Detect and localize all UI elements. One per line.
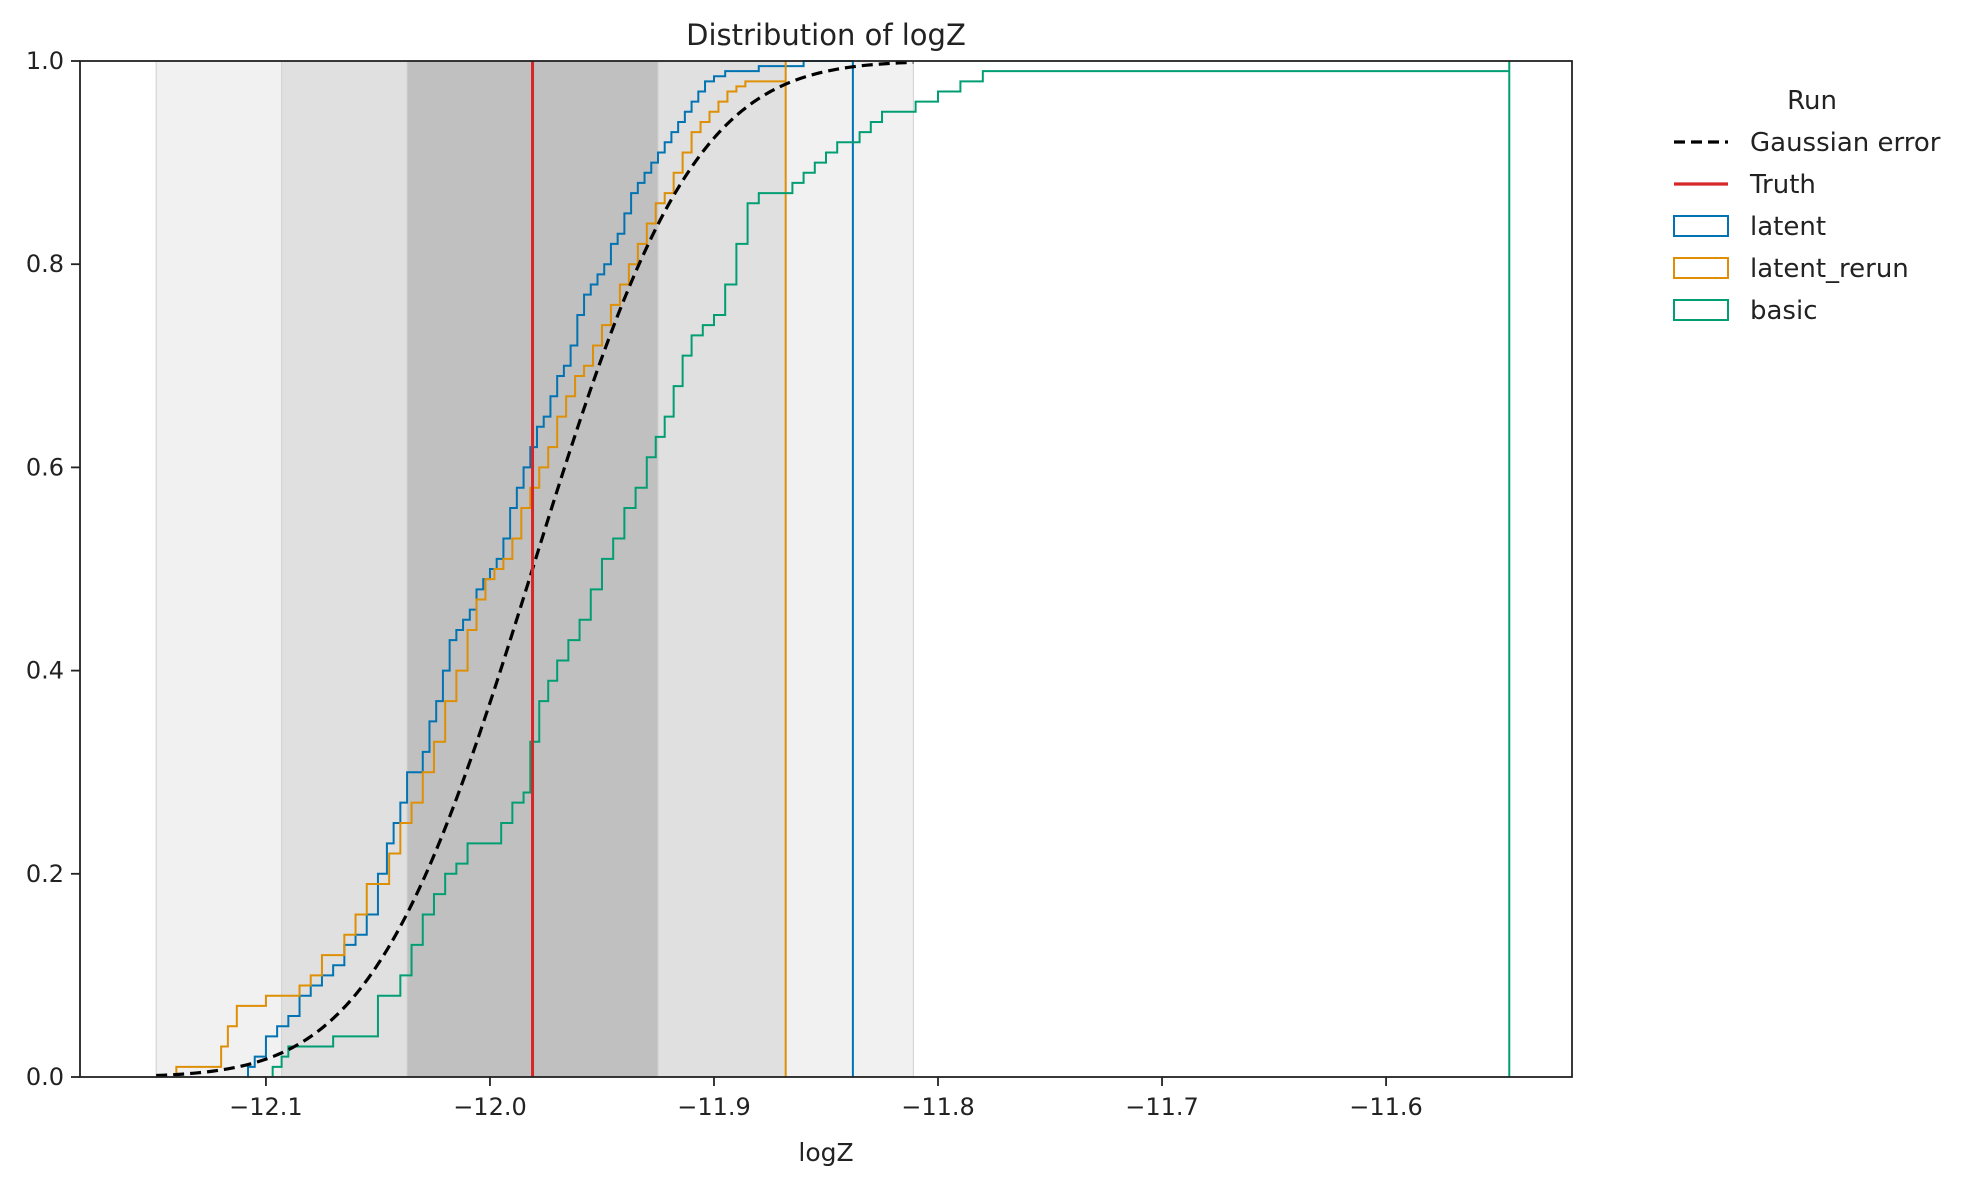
plot-frame xyxy=(79,60,1573,1078)
legend-label-basic: basic xyxy=(1750,296,1818,326)
y-axis: 0.0 0.2 0.4 0.6 0.8 1.0 xyxy=(26,47,80,1091)
x-tick-label: −11.7 xyxy=(1125,1093,1199,1121)
chart-title: Distribution of logZ xyxy=(686,18,966,52)
gaussian-error-curve xyxy=(156,60,914,1078)
y-tick-label: 0.2 xyxy=(26,860,64,888)
y-tick-label: 1.0 xyxy=(26,47,64,75)
y-tick-label: 0.4 xyxy=(26,657,64,685)
legend-label-latent: latent xyxy=(1750,212,1826,242)
x-axis: −12.1 −12.0 −11.9 −11.8 −11.7 −11.6 xyxy=(229,1077,1423,1121)
series-latent-rerun xyxy=(175,61,787,1077)
ecdf-series xyxy=(175,60,1511,1077)
legend-swatch-latent xyxy=(1673,215,1729,237)
x-axis-label: logZ xyxy=(798,1138,853,1167)
legend: Run Gaussian error Truth latent latent_rerun… xyxy=(1673,86,1941,326)
x-tick-label: −11.8 xyxy=(901,1093,975,1121)
x-tick-label: −11.6 xyxy=(1349,1093,1423,1121)
legend-label-gaussian-error: Gaussian error xyxy=(1750,128,1941,158)
y-tick-label: 0.6 xyxy=(26,453,64,481)
series-latent xyxy=(247,60,854,1077)
legend-swatch-basic xyxy=(1673,299,1729,321)
legend-swatch-latent-rerun xyxy=(1673,257,1729,279)
x-tick-label: −12.1 xyxy=(229,1093,303,1121)
x-tick-label: −11.9 xyxy=(677,1093,751,1121)
gaussian-curve-group xyxy=(156,60,914,1078)
y-tick-label: 0.0 xyxy=(26,1063,64,1091)
x-tick-label: −12.0 xyxy=(453,1093,527,1121)
series-basic xyxy=(271,61,1511,1077)
legend-title: Run xyxy=(1787,86,1837,116)
sigma-bands xyxy=(155,60,914,1078)
legend-label-truth: Truth xyxy=(1749,170,1816,200)
legend-label-latent-rerun: latent_rerun xyxy=(1750,254,1909,284)
y-tick-label: 0.8 xyxy=(26,250,64,278)
